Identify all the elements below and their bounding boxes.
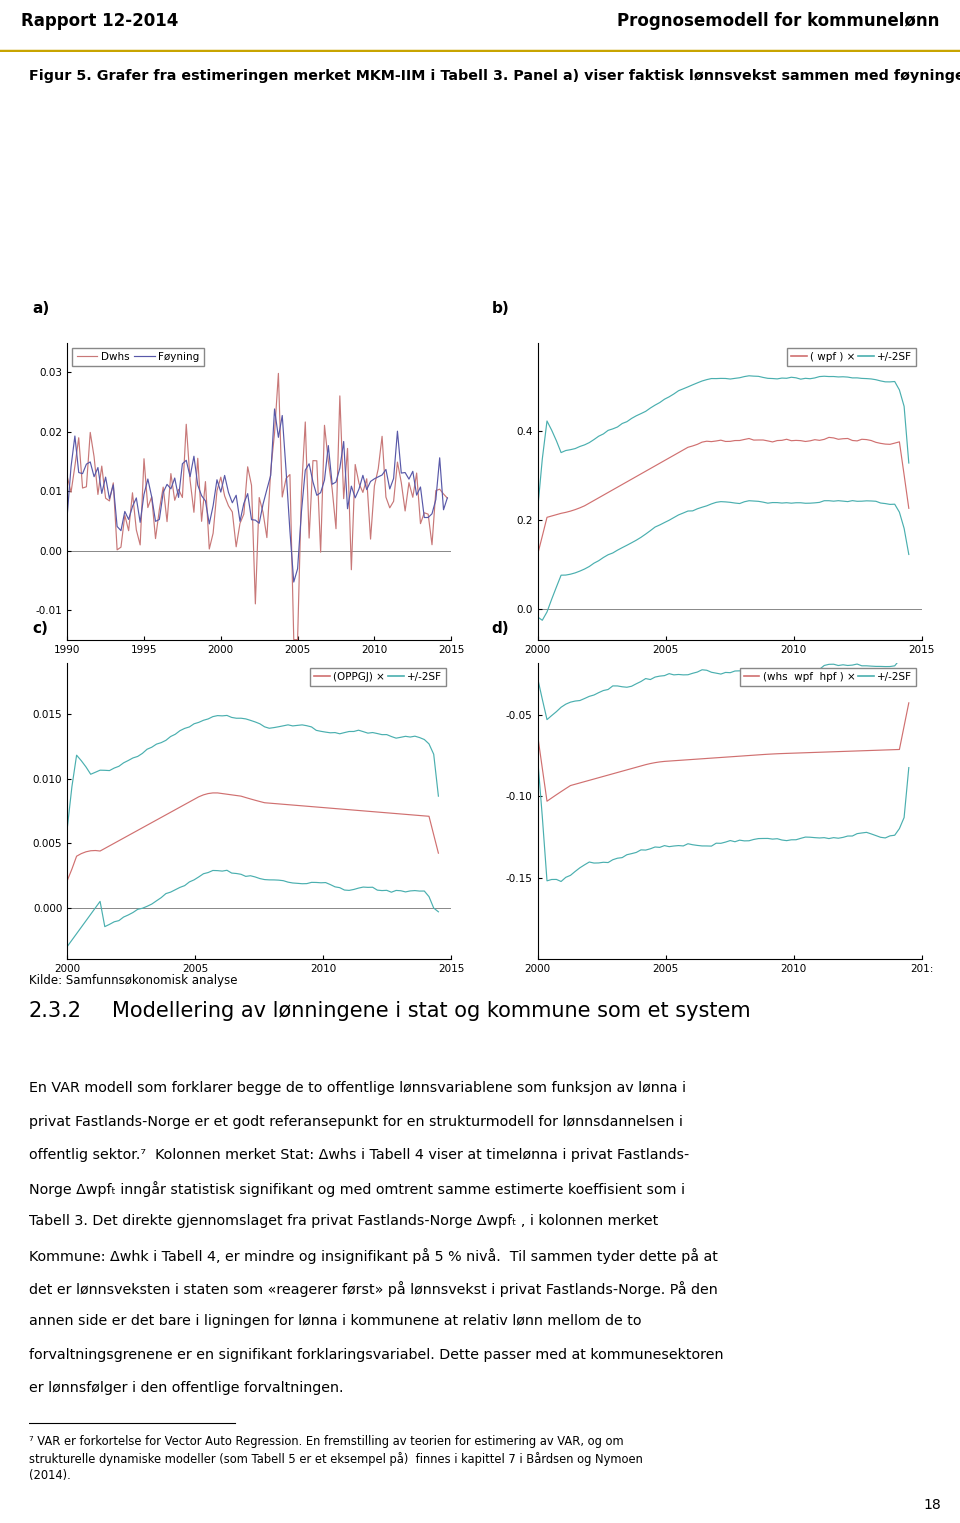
Text: er lønnsfølger i den offentlige forvaltningen.: er lønnsfølger i den offentlige forvaltn… — [29, 1381, 344, 1395]
Text: offentlig sektor.⁷  Kolonnen merket Stat: Δwhs i Tabell 4 viser at timelønna i p: offentlig sektor.⁷ Kolonnen merket Stat:… — [29, 1148, 689, 1162]
Legend: Dwhs, Føyning: Dwhs, Føyning — [72, 347, 204, 366]
Text: Norge Δwpfₜ inngår statistisk signifikant og med omtrent samme estimerte koeffis: Norge Δwpfₜ inngår statistisk signifikan… — [29, 1182, 684, 1197]
Text: a): a) — [33, 302, 50, 315]
Føyning — [257, 495, 269, 513]
Legend: (OPPGJ) ×, +/-2SF: (OPPGJ) ×, +/-2SF — [310, 667, 446, 685]
Føyning — [442, 489, 453, 507]
Text: 18: 18 — [924, 1497, 941, 1512]
Dwhs — [419, 504, 430, 522]
Dwhs — [61, 468, 73, 486]
Text: forvaltningsgrenene er en signifikant forklaringsvariabel. Dette passer med at k: forvaltningsgrenene er en signifikant fo… — [29, 1348, 723, 1362]
Dwhs — [442, 489, 453, 507]
Text: Modellering av lønningene i stat og kommune som et system: Modellering av lønningene i stat og komm… — [111, 1001, 751, 1020]
Føyning — [150, 512, 161, 530]
Text: d): d) — [492, 621, 509, 635]
Føyning — [419, 509, 430, 527]
Legend: (whs  wpf  hpf ) ×, +/-2SF: (whs wpf hpf ) ×, +/-2SF — [740, 667, 917, 685]
Text: Kilde: Samfunnsøkonomisk analyse: Kilde: Samfunnsøkonomisk analyse — [29, 975, 237, 987]
Text: Prognosemodell for kommunelønn: Prognosemodell for kommunelønn — [616, 12, 939, 30]
Føyning — [430, 490, 442, 509]
Text: Rapport 12-2014: Rapport 12-2014 — [21, 12, 179, 30]
Text: det er lønnsveksten i staten som «reagerer først» på lønnsvekst i privat Fastlan: det er lønnsveksten i staten som «reager… — [29, 1281, 717, 1298]
Dwhs — [257, 503, 269, 521]
Line: Dwhs: Dwhs — [67, 373, 447, 640]
Føyning — [288, 573, 300, 591]
Dwhs — [430, 481, 442, 500]
Føyning — [269, 401, 280, 419]
Text: Figur 5. Grafer fra estimeringen merket MKM-IIM i Tabell 3. Panel a) viser fakti: Figur 5. Grafer fra estimeringen merket … — [29, 69, 960, 82]
Text: 2.3.2: 2.3.2 — [29, 1001, 82, 1020]
Dwhs — [273, 364, 284, 382]
Dwhs — [288, 631, 300, 649]
Dwhs — [150, 530, 161, 548]
Føyning — [296, 503, 307, 521]
Text: ⁷ VAR er forkortelse for Vector Auto Regression. En fremstilling av teorien for : ⁷ VAR er forkortelse for Vector Auto Reg… — [29, 1435, 642, 1482]
Text: c): c) — [33, 621, 49, 635]
Legend: ( wpf ) ×, +/-2SF: ( wpf ) ×, +/-2SF — [787, 347, 917, 366]
Line: Føyning: Føyning — [67, 410, 447, 582]
Føyning — [61, 507, 73, 525]
Text: b): b) — [492, 302, 509, 315]
Text: privat Fastlands-Norge er et godt referansepunkt for en strukturmodell for lønns: privat Fastlands-Norge er et godt refera… — [29, 1115, 683, 1129]
Dwhs — [296, 483, 307, 501]
Dwhs — [134, 536, 146, 554]
Føyning — [134, 513, 146, 532]
Text: Tabell 3. Det direkte gjennomslaget fra privat Fastlands-Norge Δwpfₜ , i kolonne: Tabell 3. Det direkte gjennomslaget fra … — [29, 1214, 658, 1229]
Text: En VAR modell som forklarer begge de to offentlige lønnsvariablene som funksjon : En VAR modell som forklarer begge de to … — [29, 1081, 685, 1095]
Text: Kommune: Δwhk i Tabell 4, er mindre og insignifikant på 5 % nivå.  Til sammen ty: Kommune: Δwhk i Tabell 4, er mindre og i… — [29, 1247, 718, 1264]
Text: annen side er det bare i ligningen for lønna i kommunene at relativ lønn mellom : annen side er det bare i ligningen for l… — [29, 1314, 641, 1328]
